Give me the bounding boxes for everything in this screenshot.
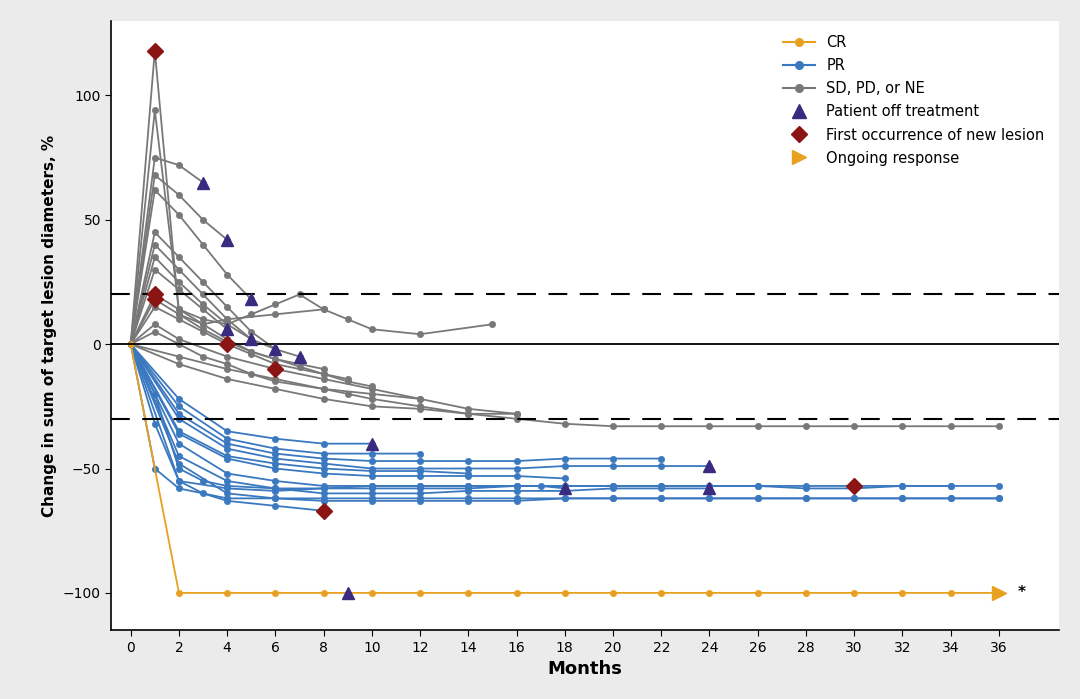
Legend: CR, PR, SD, PD, or NE, Patient off treatment, First occurrence of new lesion, On: CR, PR, SD, PD, or NE, Patient off treat… <box>775 28 1052 173</box>
X-axis label: Months: Months <box>548 660 623 678</box>
Y-axis label: Change in sum of target lesion diameters, %: Change in sum of target lesion diameters… <box>42 134 57 517</box>
Text: *: * <box>1018 585 1026 600</box>
